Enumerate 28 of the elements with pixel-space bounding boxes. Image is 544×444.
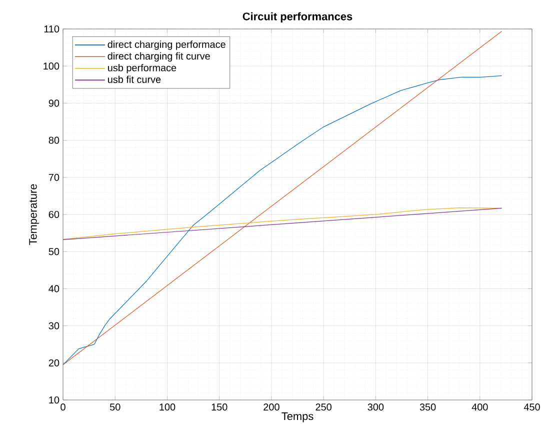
x-axis-title: Temps — [282, 412, 314, 422]
y-tick-label: 30 — [48, 322, 60, 330]
x-tick-label: 100 — [160, 404, 176, 411]
legend-label: direct charging performace — [108, 40, 226, 50]
legend-label: usb performace — [108, 64, 176, 74]
legend-label: usb fit curve — [108, 76, 161, 84]
y-tick-label: 100 — [44, 62, 60, 70]
x-tick-label: 350 — [420, 404, 436, 411]
y-tick-label: 40 — [48, 285, 60, 292]
x-tick-label: 150 — [212, 404, 228, 411]
x-tick-label: 400 — [472, 404, 488, 411]
y-tick-label: 50 — [48, 248, 60, 256]
x-tick-label: 200 — [264, 404, 280, 411]
y-tick-label: 60 — [48, 210, 60, 218]
y-tick-label: 110 — [44, 25, 60, 33]
y-tick-label: 70 — [48, 174, 60, 181]
y-axis-title: Temperature — [29, 184, 40, 245]
x-tick-label: 300 — [368, 404, 384, 411]
x-tick-label: 50 — [110, 404, 120, 411]
y-tick-label: 20 — [48, 359, 60, 366]
x-tick-label: 250 — [316, 404, 332, 411]
legend-label: direct charging fit curve — [108, 52, 210, 62]
x-tick-label: 0 — [60, 404, 66, 411]
chart-title: Circuit performances — [242, 12, 352, 22]
y-tick-label: 10 — [49, 396, 60, 404]
y-tick-label: 80 — [48, 136, 60, 144]
x-tick-label: 450 — [524, 404, 540, 411]
y-tick-label: 90 — [48, 100, 60, 107]
